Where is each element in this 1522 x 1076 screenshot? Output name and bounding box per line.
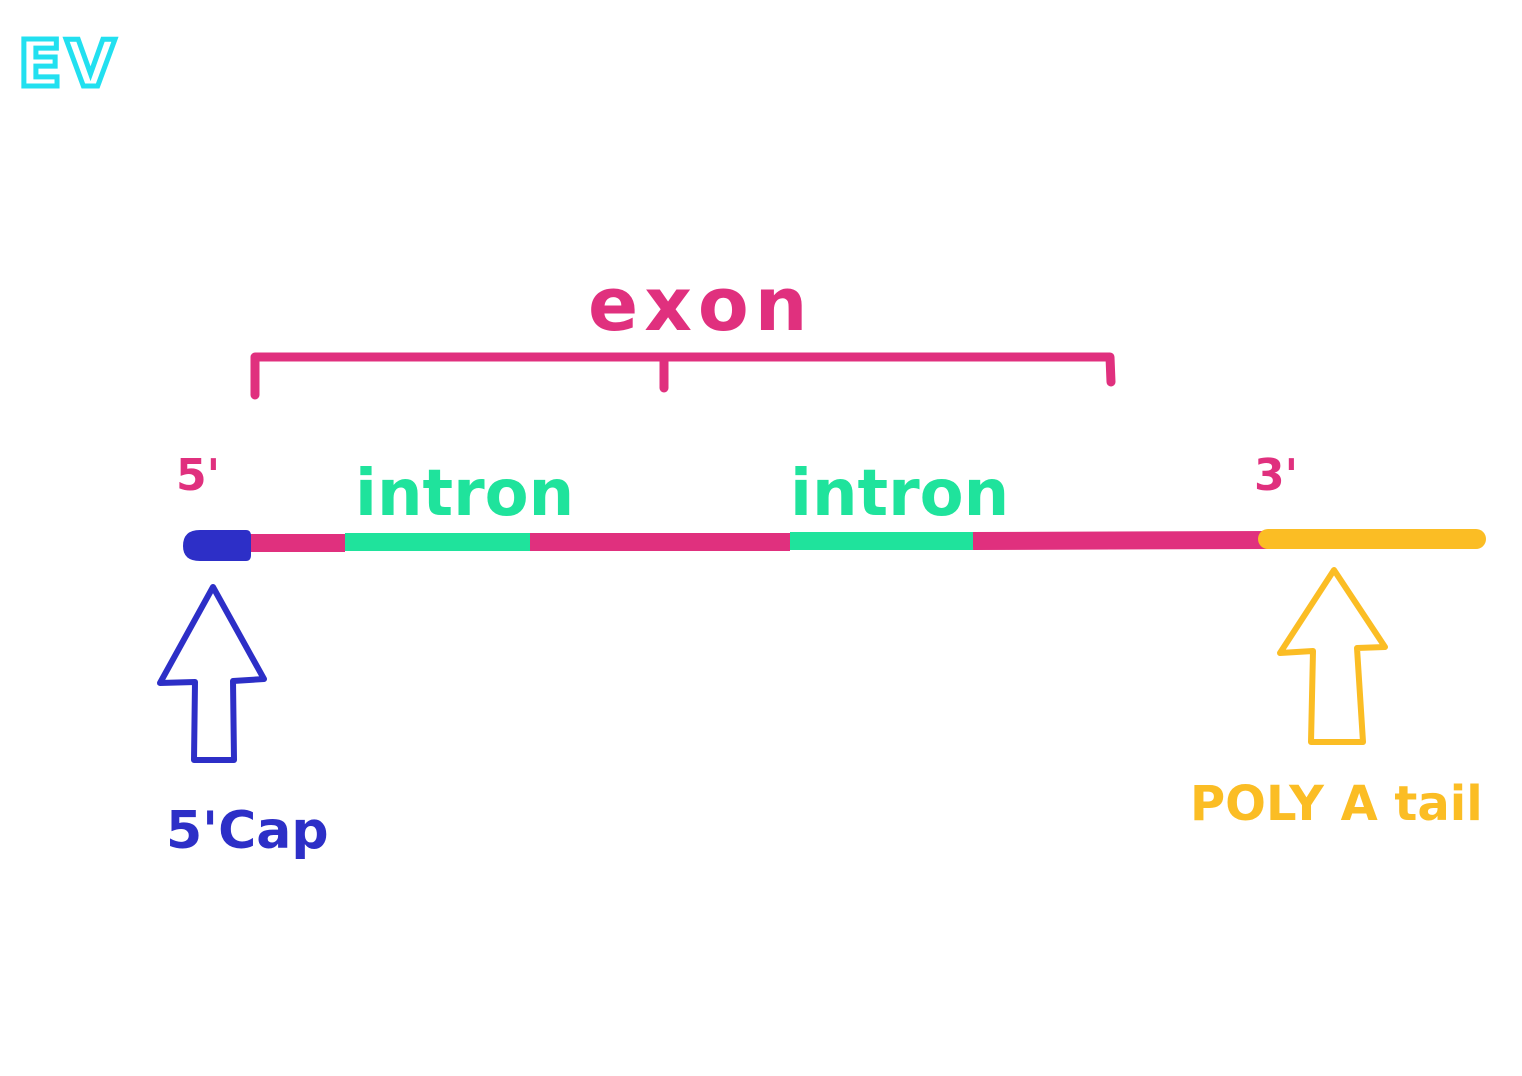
tail-arrow-icon bbox=[1277, 567, 1388, 745]
poly-a-tail-label: POLY A tail bbox=[1190, 776, 1483, 832]
five-prime-cap-label: 5'Cap bbox=[166, 801, 329, 861]
three-prime-label: 3' bbox=[1254, 450, 1298, 501]
mrna-strand bbox=[245, 531, 1276, 552]
exon-segment-3 bbox=[972, 531, 1276, 550]
five-prime-cap bbox=[183, 530, 251, 561]
exon-label: exon bbox=[588, 262, 813, 348]
intron-label-2: intron bbox=[790, 457, 1009, 531]
five-prime-label: 5' bbox=[176, 450, 220, 501]
exon-bracket bbox=[250, 352, 1116, 400]
intron-label-1: intron bbox=[355, 457, 574, 531]
author-initials: EV bbox=[18, 28, 119, 102]
cap-arrow-icon bbox=[157, 584, 267, 763]
